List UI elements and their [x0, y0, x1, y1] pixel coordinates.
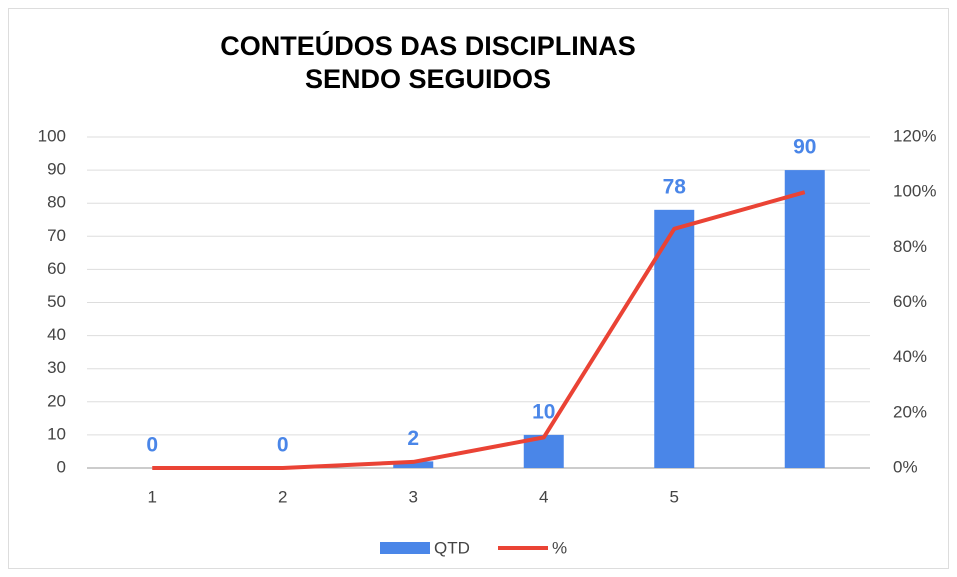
data-label: 2 [407, 427, 419, 450]
data-label: 90 [793, 136, 816, 159]
x-tick-label: 4 [539, 487, 548, 506]
y-tick-label: 100 [38, 126, 66, 145]
data-label: 78 [663, 175, 687, 198]
y-tick-label: 40 [47, 325, 66, 344]
x-tick-label: 5 [670, 487, 679, 506]
line [152, 190, 806, 470]
data-label: 0 [146, 434, 158, 457]
chart-border [8, 8, 949, 569]
y-tick-label: 90 [47, 160, 66, 179]
bar [393, 461, 434, 468]
y-tick-label: 20 [47, 391, 66, 410]
y-tick-label: 10 [47, 424, 66, 443]
y2-tick-label: 60% [893, 292, 927, 311]
x-tick-label: 3 [409, 487, 418, 506]
legend-label: % [552, 538, 567, 557]
y2-tick-label: 0% [893, 457, 918, 476]
y-tick-label: 30 [47, 358, 66, 377]
chart-title: CONTEÚDOS DAS DISCIPLINAS SENDO SEGUIDOS [220, 31, 636, 94]
legend-swatch [380, 542, 430, 554]
data-label: 10 [532, 400, 555, 423]
data-label: 0 [277, 434, 289, 457]
y-tick-label: 60 [47, 259, 66, 278]
bar [784, 170, 825, 468]
x-tick-label: 2 [278, 487, 287, 506]
y2-tick-label: 100% [893, 182, 936, 201]
y-tick-label: 0 [57, 457, 66, 476]
y-tick-label: 80 [47, 193, 66, 212]
y-tick-label: 70 [47, 226, 66, 245]
y2-tick-label: 40% [893, 347, 927, 366]
legend-label: QTD [434, 538, 470, 557]
x-tick-label: 1 [148, 487, 157, 506]
y2-tick-label: 20% [893, 402, 927, 421]
y2-tick-label: 80% [893, 237, 927, 256]
y2-tick-label: 120% [893, 126, 936, 145]
y-tick-label: 50 [47, 292, 66, 311]
